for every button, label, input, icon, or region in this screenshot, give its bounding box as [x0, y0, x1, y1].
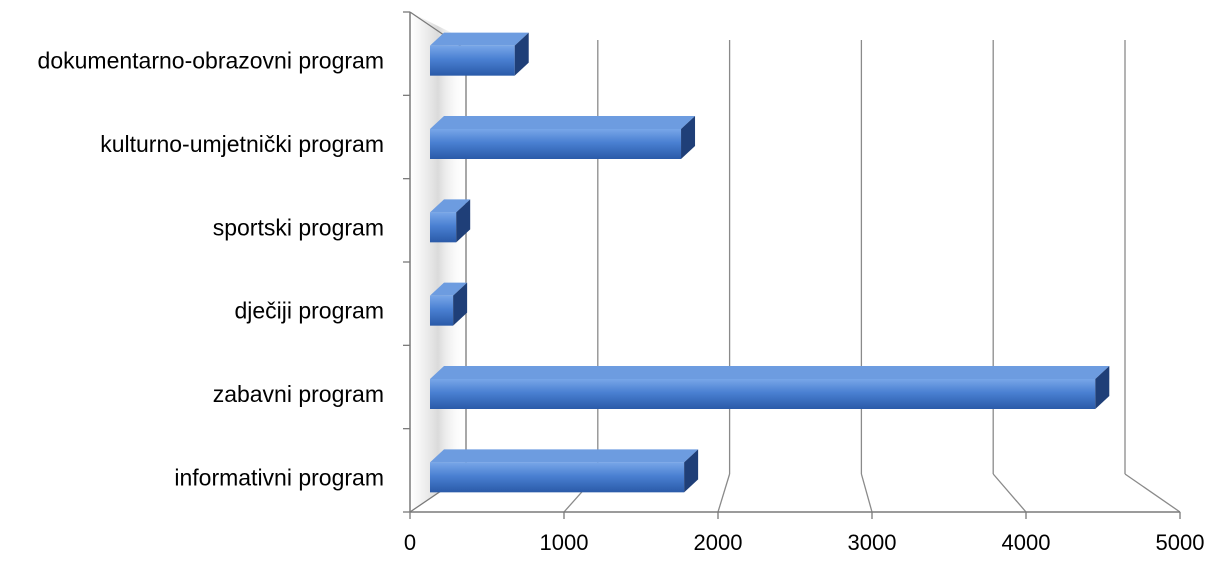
bar: [430, 295, 454, 326]
category-label: dječiji program: [234, 298, 384, 324]
category-label: kulturno-umjetnički program: [100, 131, 384, 157]
bar-top: [430, 449, 699, 463]
bar-side: [681, 116, 696, 159]
bar: [430, 379, 1096, 409]
bar-top: [430, 366, 1110, 379]
bar: [430, 462, 685, 493]
gridline-floor: [860, 473, 873, 513]
category-label: dokumentarno-obrazovni program: [38, 48, 384, 74]
gridline-floor: [1124, 473, 1181, 513]
bar-side: [456, 199, 471, 243]
x-tick-label: 0: [404, 530, 416, 555]
bar-side: [684, 449, 699, 493]
bar-side: [514, 32, 529, 76]
gridline-floor: [992, 473, 1027, 513]
bar-side: [1095, 366, 1110, 409]
side-wall: [410, 12, 466, 512]
gridline-floor: [717, 473, 731, 513]
x-tick-label: 2000: [694, 530, 743, 555]
x-tick-label: 1000: [540, 530, 589, 555]
category-label: informativni program: [174, 464, 384, 490]
bar-top: [430, 32, 529, 46]
category-label: sportski program: [213, 214, 384, 240]
x-tick-label: 4000: [1002, 530, 1051, 555]
bar-side: [453, 282, 468, 326]
bar: [430, 45, 515, 76]
category-label: zabavni program: [213, 381, 384, 407]
x-tick-label: 5000: [1156, 530, 1205, 555]
bar-top: [430, 282, 468, 296]
bar-top: [430, 199, 471, 213]
bar-top: [430, 116, 696, 129]
bar: [430, 129, 682, 159]
bar: [430, 212, 457, 243]
x-tick-label: 3000: [848, 530, 897, 555]
